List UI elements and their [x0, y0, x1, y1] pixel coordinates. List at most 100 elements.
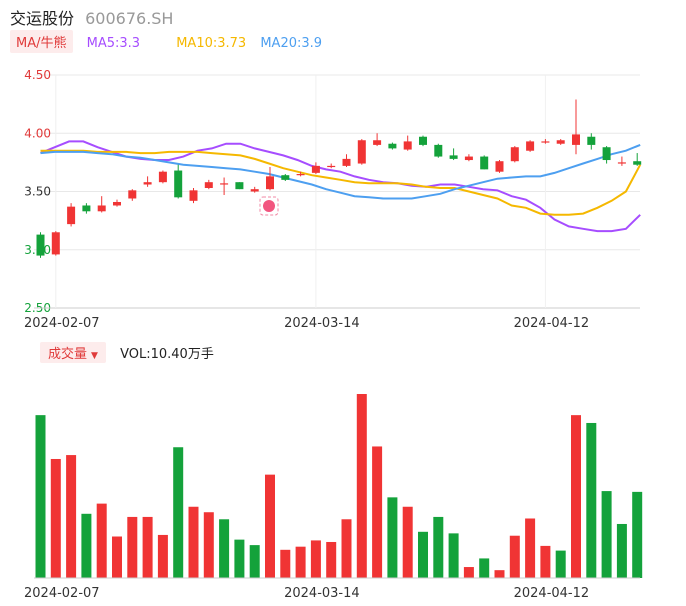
- volume-bar: [326, 541, 337, 578]
- volume-bar: [402, 506, 413, 578]
- volume-value: VOL:10.40万手: [120, 347, 214, 362]
- candle-body: [327, 165, 336, 168]
- candlestick: [357, 139, 366, 165]
- volume-bar: [632, 491, 643, 578]
- candlestick: [82, 203, 91, 214]
- ma5-line: [40, 140, 641, 233]
- caret-down-icon: ▼: [91, 351, 98, 361]
- volume-bar: [555, 550, 566, 578]
- candle-body: [281, 175, 290, 180]
- ma10-label: MA10:3.73: [176, 36, 247, 51]
- candle-body: [128, 190, 137, 199]
- volume-bar: [525, 518, 536, 578]
- volume-bar: [616, 523, 627, 578]
- ma20-line: [40, 143, 641, 200]
- volume-bar: [295, 546, 306, 578]
- candlestick: [158, 170, 167, 184]
- volume-bar: [433, 516, 444, 578]
- candle-body: [617, 162, 626, 164]
- candle-body: [36, 234, 45, 256]
- volume-bar: [372, 446, 383, 578]
- candle-body: [67, 206, 76, 225]
- candlestick: [495, 160, 504, 173]
- candlestick: [572, 99, 580, 155]
- candlestick: [602, 146, 611, 164]
- volume-bar: [157, 534, 168, 578]
- candlestick: [373, 133, 382, 147]
- volume-bar: [540, 545, 551, 578]
- volume-bar: [494, 570, 505, 578]
- candle-body: [556, 140, 565, 144]
- candle-body: [143, 182, 152, 185]
- candlestick: [266, 167, 274, 191]
- x-tick-label: 2024-02-07: [24, 316, 100, 331]
- candle-body: [235, 182, 244, 190]
- candlestick: [113, 199, 121, 207]
- candlestick: [281, 174, 290, 182]
- candle-body: [311, 165, 320, 173]
- candle-body: [602, 147, 611, 161]
- y-tick-label: 3.50: [24, 185, 51, 199]
- volume-bar: [50, 458, 61, 578]
- candle-body: [357, 140, 366, 164]
- volume-bar: [463, 567, 474, 578]
- y-tick-label: 4.50: [24, 68, 51, 82]
- volume-bar: [81, 513, 92, 578]
- candlestick: [36, 232, 45, 258]
- candlestick: [220, 177, 229, 195]
- candlestick: [541, 139, 550, 144]
- stock-code: 600676.SH: [85, 9, 174, 28]
- volume-bar: [571, 415, 581, 578]
- candle-body: [373, 140, 382, 145]
- candlestick: [633, 153, 642, 166]
- candle-body: [189, 190, 198, 201]
- volume-bar: [173, 447, 184, 578]
- candlestick: [419, 135, 427, 147]
- volume-bar: [479, 558, 490, 578]
- candlestick: [97, 196, 106, 213]
- candle-body: [464, 156, 473, 161]
- candle-body: [526, 141, 535, 151]
- candle-body: [342, 158, 351, 166]
- volume-bar: [35, 415, 46, 578]
- candlestick: [617, 156, 626, 166]
- candle-body: [174, 170, 183, 198]
- candlestick: [311, 162, 320, 175]
- candle-body: [572, 134, 580, 145]
- candle-body: [480, 156, 489, 170]
- volume-bar: [112, 536, 122, 578]
- candlestick: [464, 154, 473, 162]
- candlestick: [128, 189, 137, 201]
- volume-bar: [219, 519, 230, 578]
- volume-bar: [249, 545, 260, 578]
- candle-body: [419, 136, 427, 145]
- candle-body: [388, 143, 397, 149]
- volume-bar: [96, 503, 107, 578]
- ma-indicator-selector[interactable]: MA/牛熊: [10, 30, 73, 53]
- candlestick: [67, 203, 76, 227]
- candlestick: [526, 140, 535, 152]
- volume-bar: [418, 531, 428, 578]
- candle-body: [97, 205, 106, 212]
- ma5-label: MA5:3.3: [86, 36, 141, 51]
- candlestick: [510, 146, 519, 163]
- candlestick: [403, 135, 412, 151]
- candle-body: [449, 155, 458, 159]
- candlestick: [480, 155, 489, 170]
- volume-x-tick-label: 2024-02-07: [24, 586, 100, 601]
- candlestick: [51, 231, 60, 256]
- volume-bar: [188, 506, 199, 578]
- candle-body: [204, 182, 213, 189]
- volume-bar: [203, 512, 214, 578]
- volume-bar: [265, 474, 275, 578]
- candle-body: [250, 189, 259, 192]
- volume-bar: [310, 540, 321, 578]
- candlestick: [296, 171, 305, 177]
- candle-body: [296, 174, 305, 176]
- price-chart: 4.504.003.503.002.502024-02-072024-03-14…: [24, 68, 642, 331]
- stock-title: 交运股份 600676.SH: [10, 5, 174, 28]
- candle-body: [266, 176, 274, 190]
- candlestick: [342, 154, 351, 168]
- ma-legend: MA/牛熊 MA5:3.3 MA10:3.73 MA20:3.9: [10, 30, 322, 54]
- volume-indicator-selector[interactable]: 成交量 ▼: [40, 342, 106, 363]
